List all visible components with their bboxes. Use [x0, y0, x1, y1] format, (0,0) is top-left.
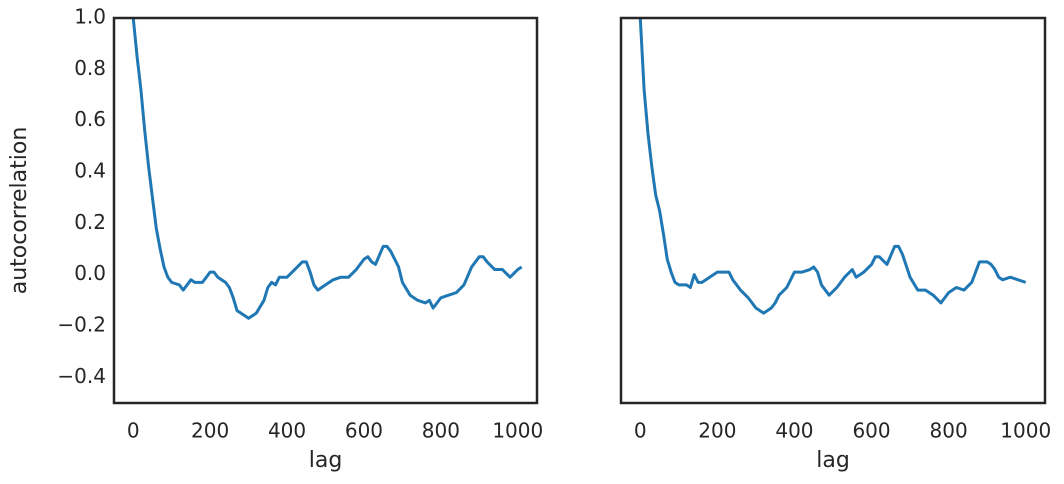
- y-tick-label: 0.2: [74, 210, 106, 234]
- axes-frame: [619, 16, 1047, 405]
- x-tick-label: 0: [127, 419, 140, 443]
- x-tick-label: 800: [930, 419, 968, 443]
- y-tick-label: 0.4: [74, 159, 106, 183]
- y-tick-label: −0.4: [57, 364, 106, 388]
- x-tick-label: 200: [698, 419, 736, 443]
- x-tick-label: 1000: [1000, 419, 1051, 443]
- x-tick-label: 0: [634, 419, 647, 443]
- x-tick-label: 600: [852, 419, 890, 443]
- y-axis-label: autocorrelation: [7, 127, 32, 295]
- y-tick-label: 1.0: [74, 5, 106, 29]
- data-line: [638, 18, 1027, 315]
- x-tick-label: 400: [775, 419, 813, 443]
- x-tick-label: 1000: [492, 419, 543, 443]
- x-tick-label: 800: [422, 419, 460, 443]
- y-tick-label: 0.8: [74, 56, 106, 80]
- axes-frame: [112, 16, 539, 405]
- x-tick-label: 400: [268, 419, 306, 443]
- x-tick-label: 600: [345, 419, 383, 443]
- y-tick-label: 0.0: [74, 261, 106, 285]
- y-tick-label: 0.6: [74, 107, 106, 131]
- y-tick-label: −0.2: [57, 313, 106, 337]
- data-line: [131, 18, 523, 320]
- x-axis-label: lag: [309, 448, 343, 473]
- x-tick-label: 200: [191, 419, 229, 443]
- x-axis-label: lag: [816, 448, 850, 473]
